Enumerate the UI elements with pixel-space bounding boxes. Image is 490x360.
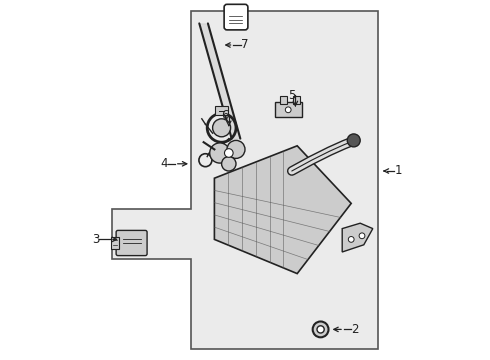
Circle shape [359, 233, 365, 239]
Polygon shape [342, 223, 373, 252]
Circle shape [221, 157, 236, 171]
Circle shape [285, 107, 291, 113]
FancyBboxPatch shape [111, 237, 120, 249]
Circle shape [347, 134, 360, 147]
FancyBboxPatch shape [293, 96, 300, 104]
Text: 5: 5 [288, 89, 295, 102]
Text: 4: 4 [160, 157, 168, 170]
Circle shape [317, 326, 324, 333]
FancyBboxPatch shape [116, 230, 147, 256]
Text: 1: 1 [394, 165, 402, 177]
Text: 2: 2 [351, 323, 359, 336]
FancyBboxPatch shape [274, 102, 302, 117]
FancyBboxPatch shape [216, 106, 228, 115]
Circle shape [213, 119, 231, 137]
Text: 6: 6 [221, 109, 229, 122]
Circle shape [348, 237, 354, 242]
Text: 3: 3 [92, 233, 99, 246]
Circle shape [227, 140, 245, 158]
Polygon shape [112, 11, 378, 349]
FancyBboxPatch shape [280, 96, 287, 104]
Circle shape [210, 143, 230, 163]
Polygon shape [215, 146, 351, 274]
Circle shape [224, 149, 233, 157]
Circle shape [313, 321, 328, 337]
FancyBboxPatch shape [224, 4, 248, 30]
Text: 7: 7 [242, 39, 249, 51]
